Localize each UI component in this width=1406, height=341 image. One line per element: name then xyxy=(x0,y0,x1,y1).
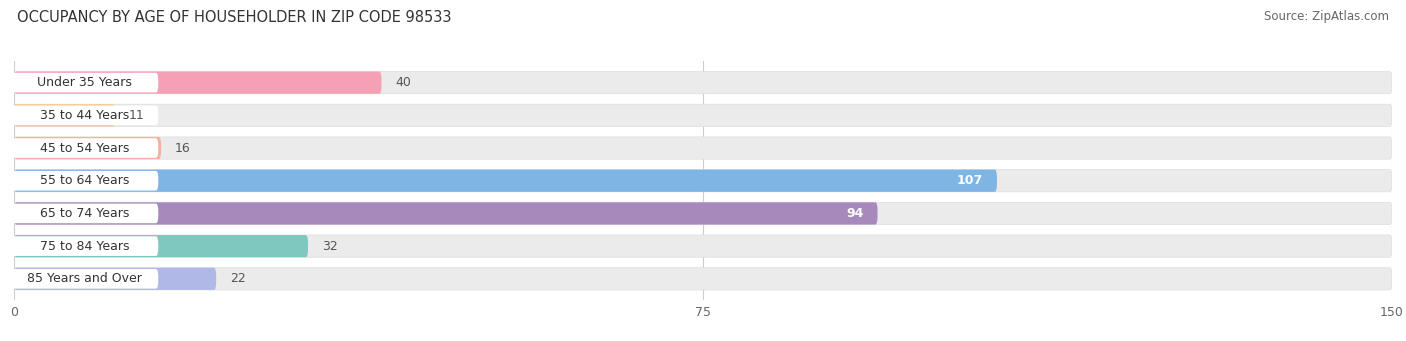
FancyBboxPatch shape xyxy=(11,105,159,125)
Text: 40: 40 xyxy=(395,76,411,89)
Text: 75 to 84 Years: 75 to 84 Years xyxy=(39,240,129,253)
Text: 16: 16 xyxy=(174,142,191,154)
Text: 45 to 54 Years: 45 to 54 Years xyxy=(41,142,129,154)
FancyBboxPatch shape xyxy=(14,104,1392,127)
FancyBboxPatch shape xyxy=(14,268,1392,290)
Text: 55 to 64 Years: 55 to 64 Years xyxy=(41,174,129,187)
FancyBboxPatch shape xyxy=(11,138,159,158)
FancyBboxPatch shape xyxy=(14,202,1392,224)
FancyBboxPatch shape xyxy=(14,104,115,127)
Text: 32: 32 xyxy=(322,240,337,253)
FancyBboxPatch shape xyxy=(14,169,997,192)
FancyBboxPatch shape xyxy=(11,73,159,92)
FancyBboxPatch shape xyxy=(14,137,1392,159)
FancyBboxPatch shape xyxy=(11,269,159,288)
Text: Source: ZipAtlas.com: Source: ZipAtlas.com xyxy=(1264,10,1389,23)
Text: Under 35 Years: Under 35 Years xyxy=(38,76,132,89)
FancyBboxPatch shape xyxy=(14,268,217,290)
Text: 85 Years and Over: 85 Years and Over xyxy=(27,272,142,285)
Text: 107: 107 xyxy=(957,174,983,187)
Text: 94: 94 xyxy=(846,207,863,220)
FancyBboxPatch shape xyxy=(14,137,162,159)
FancyBboxPatch shape xyxy=(11,171,159,191)
Text: 65 to 74 Years: 65 to 74 Years xyxy=(41,207,129,220)
Text: 11: 11 xyxy=(129,109,145,122)
Text: 22: 22 xyxy=(231,272,246,285)
Text: OCCUPANCY BY AGE OF HOUSEHOLDER IN ZIP CODE 98533: OCCUPANCY BY AGE OF HOUSEHOLDER IN ZIP C… xyxy=(17,10,451,25)
Text: 35 to 44 Years: 35 to 44 Years xyxy=(41,109,129,122)
FancyBboxPatch shape xyxy=(14,235,1392,257)
FancyBboxPatch shape xyxy=(14,72,381,94)
FancyBboxPatch shape xyxy=(14,169,1392,192)
FancyBboxPatch shape xyxy=(14,235,308,257)
FancyBboxPatch shape xyxy=(11,204,159,223)
FancyBboxPatch shape xyxy=(14,202,877,224)
FancyBboxPatch shape xyxy=(11,236,159,256)
FancyBboxPatch shape xyxy=(14,72,1392,94)
